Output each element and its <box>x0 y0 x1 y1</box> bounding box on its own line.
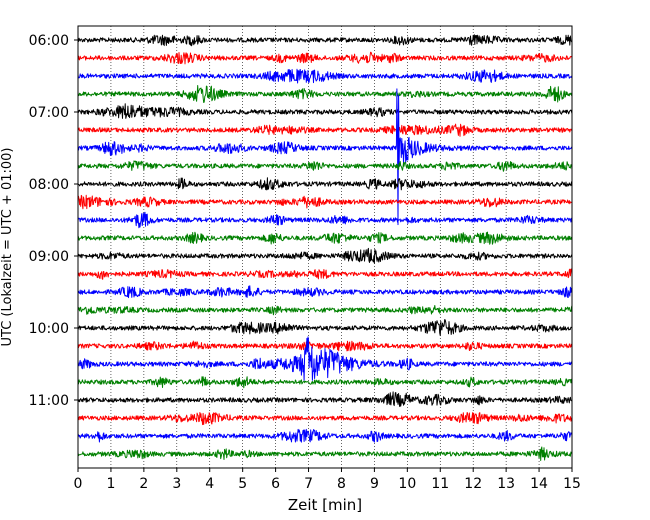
x-tick-label: 0 <box>74 476 83 492</box>
y-tick-label: 07:00 <box>29 105 69 121</box>
trace-0745 <box>77 160 573 172</box>
trace-1045 <box>77 376 573 389</box>
y-axis: 06:00 07:00 08:00 09:00 10:00 11:00 <box>29 33 78 409</box>
trace-0845 <box>77 231 572 245</box>
x-tick-label: 13 <box>497 476 515 492</box>
trace-0615 <box>77 51 573 65</box>
x-tick-label: 8 <box>337 476 346 492</box>
x-tick-label: 15 <box>563 476 581 492</box>
y-tick-label: 08:00 <box>29 177 69 193</box>
trace-0945 <box>77 305 573 316</box>
plot-frame <box>77 25 573 469</box>
trace-1130 <box>77 428 573 443</box>
trace-1115 <box>77 412 573 426</box>
x-tick-label: 9 <box>370 476 379 492</box>
y-tick-label: 06:00 <box>29 33 69 49</box>
trace-0830 <box>77 211 573 229</box>
trace-0645 <box>77 85 573 103</box>
trace-0600 <box>77 34 573 47</box>
y-axis-label: UTC (Lokalzeit = UTC + 01:00) <box>0 148 15 347</box>
trace-0700 <box>77 103 573 119</box>
trace-1145 <box>77 446 573 461</box>
trace-0900 <box>77 247 573 264</box>
x-tick-label: 1 <box>106 476 115 492</box>
x-axis-label: Zeit [min] <box>288 496 362 514</box>
x-tick-label: 6 <box>271 476 280 492</box>
x-tick-label: 14 <box>530 476 548 492</box>
x-tick-label: 11 <box>431 476 449 492</box>
trace-1015 <box>77 340 573 352</box>
seismic-traces <box>77 34 573 461</box>
x-tick-label: 3 <box>172 476 181 492</box>
trace-0915 <box>77 268 573 280</box>
trace-0730 <box>77 88 573 226</box>
trace-0800 <box>77 177 573 191</box>
y-tick-label: 10:00 <box>29 321 69 337</box>
x-axis: 0 1 2 3 4 5 6 7 8 9 10 11 12 13 14 15 <box>74 468 581 492</box>
x-tick-label: 2 <box>139 476 148 492</box>
trace-1000 <box>77 319 573 337</box>
y-tick-label: 11:00 <box>29 393 69 409</box>
x-tick-label: 7 <box>304 476 313 492</box>
trace-0930 <box>77 285 573 299</box>
trace-0715 <box>77 123 573 137</box>
trace-0815 <box>77 194 573 210</box>
x-tick-label: 5 <box>238 476 247 492</box>
x-tick-label: 12 <box>464 476 482 492</box>
x-tick-label: 10 <box>398 476 416 492</box>
trace-1030 <box>77 336 573 381</box>
trace-0630 <box>77 68 573 84</box>
trace-1100 <box>77 391 573 407</box>
x-tick-label: 4 <box>205 476 214 492</box>
y-tick-label: 09:00 <box>29 249 69 265</box>
